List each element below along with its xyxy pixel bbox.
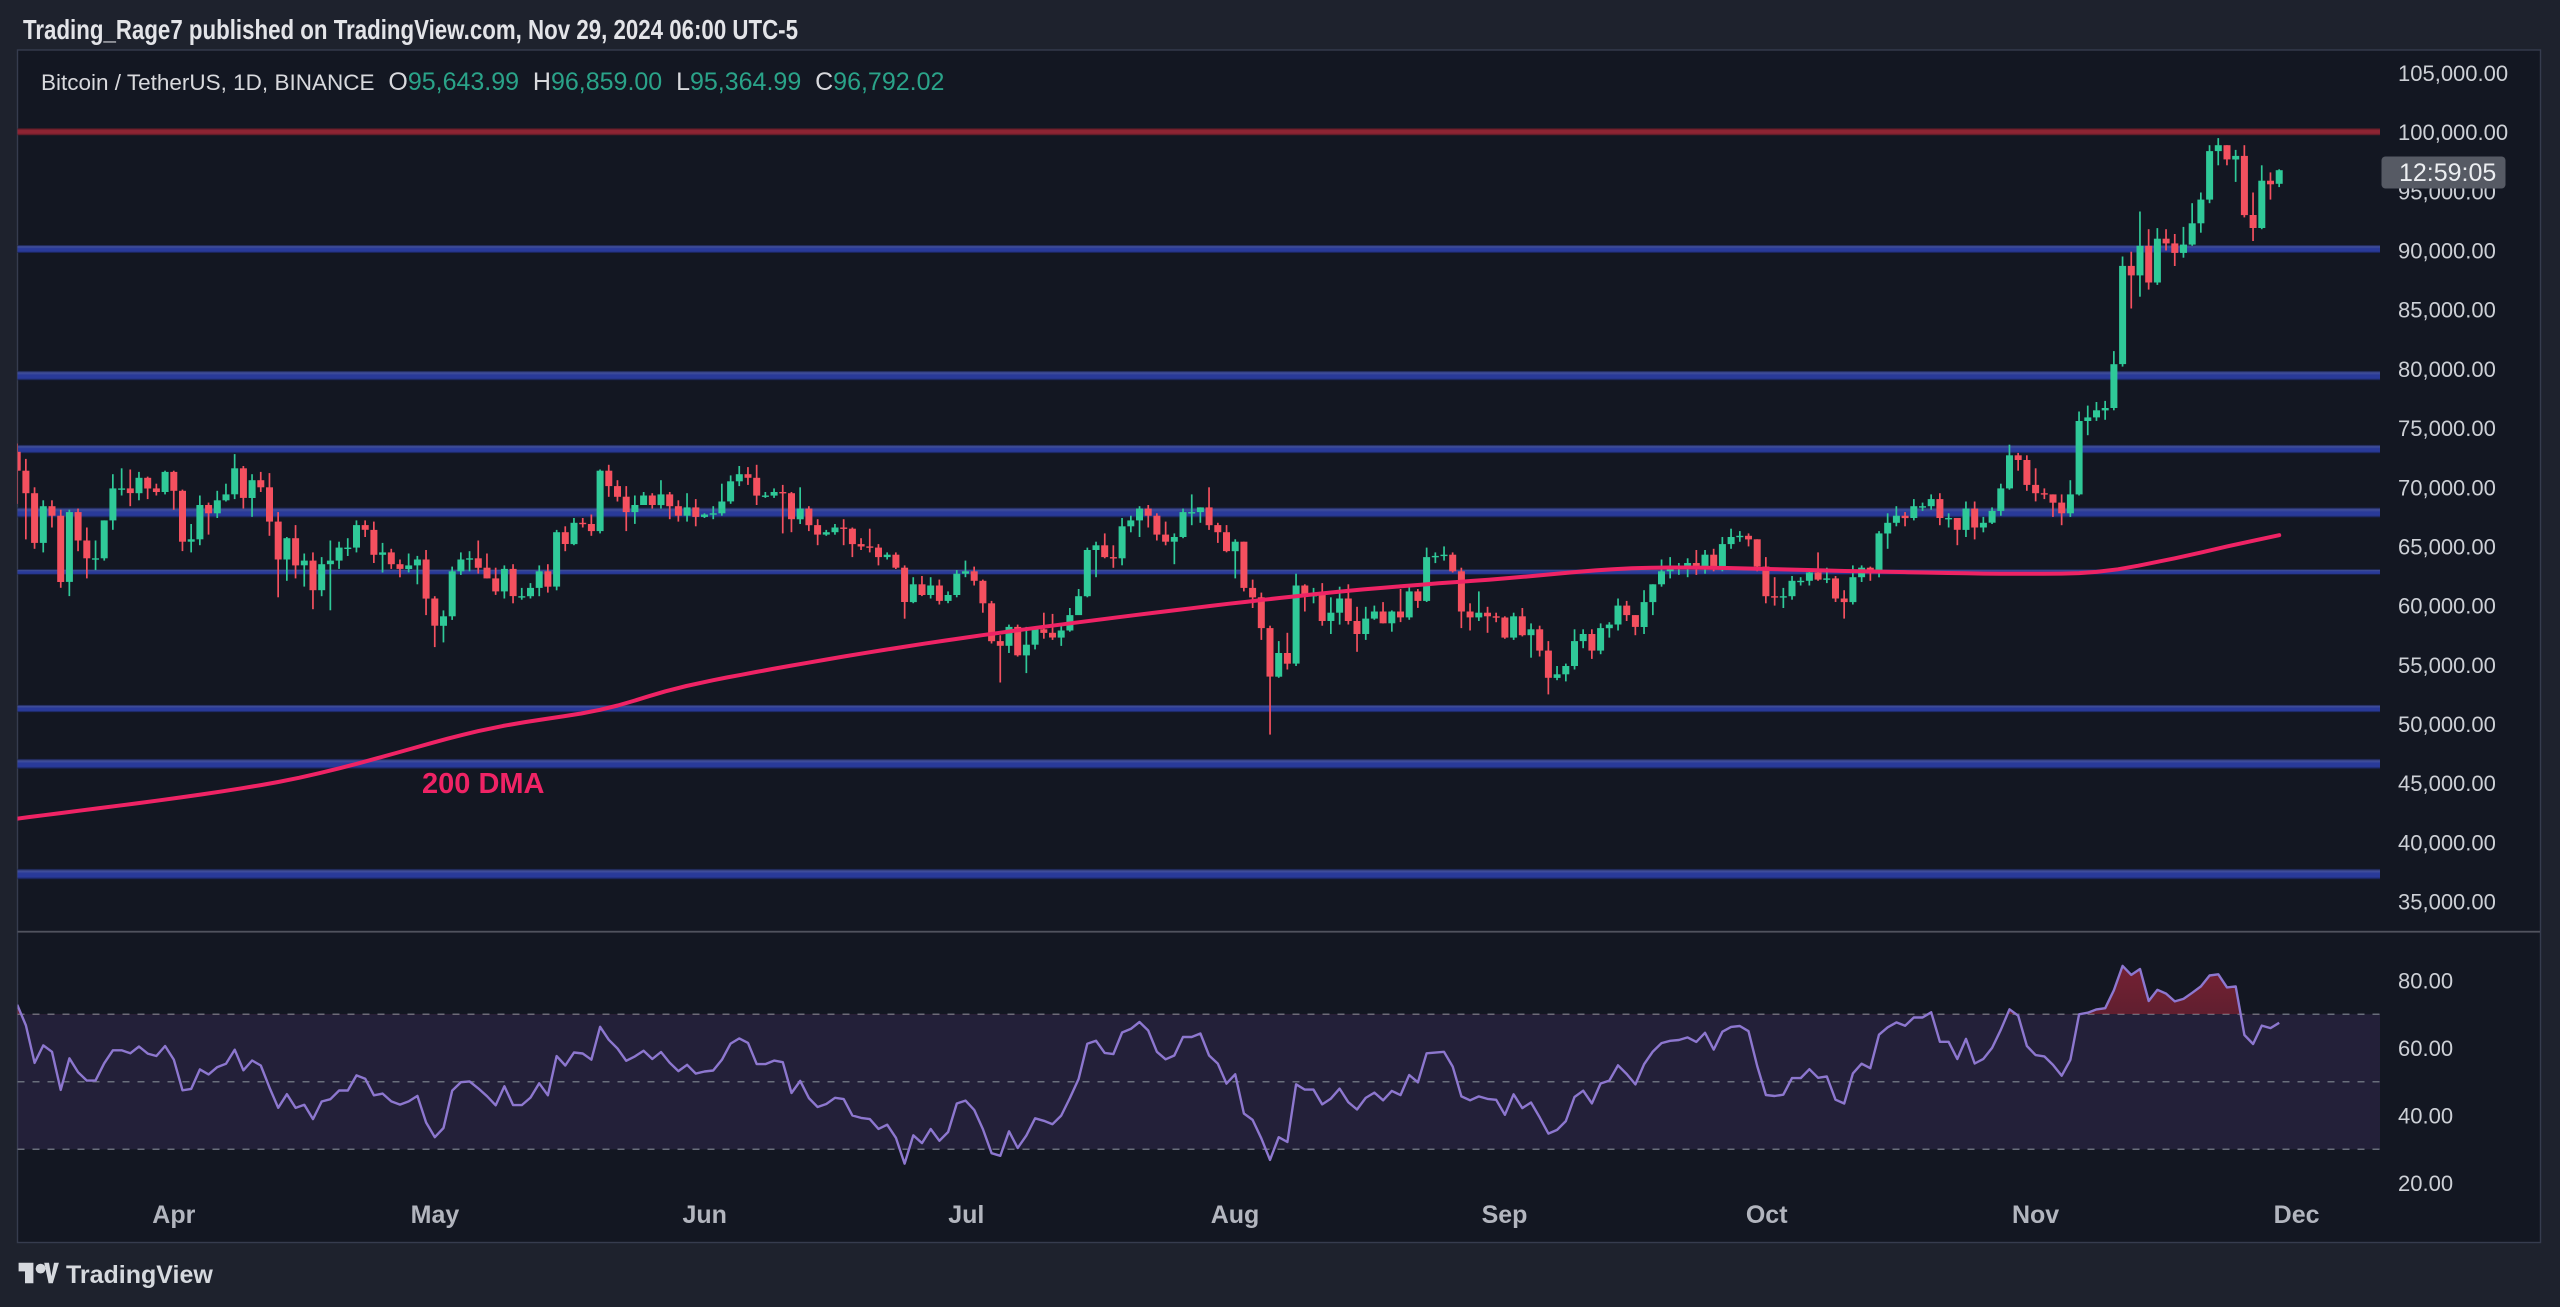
svg-text:55,000.00: 55,000.00 <box>2398 653 2496 678</box>
svg-text:12:59:05: 12:59:05 <box>2399 159 2496 187</box>
svg-text:Oct: Oct <box>1746 1201 1788 1229</box>
svg-text:Jun: Jun <box>682 1201 726 1229</box>
svg-text:Trading_Rage7 published on Tra: Trading_Rage7 published on TradingView.c… <box>23 14 798 45</box>
svg-text:60,000.00: 60,000.00 <box>2398 594 2496 619</box>
svg-text:Nov: Nov <box>2012 1201 2059 1229</box>
svg-text:200 DMA: 200 DMA <box>422 768 545 800</box>
svg-text:Apr: Apr <box>152 1201 195 1229</box>
svg-text:70,000.00: 70,000.00 <box>2398 475 2496 500</box>
svg-text:Sep: Sep <box>1482 1201 1528 1229</box>
svg-text:20.00: 20.00 <box>2398 1171 2453 1196</box>
svg-text:May: May <box>411 1201 460 1229</box>
svg-text:35,000.00: 35,000.00 <box>2398 890 2496 915</box>
svg-text:60.00: 60.00 <box>2398 1036 2453 1061</box>
svg-text:TradingView: TradingView <box>66 1261 213 1289</box>
svg-text:Aug: Aug <box>1211 1201 1260 1229</box>
svg-text:75,000.00: 75,000.00 <box>2398 416 2496 441</box>
svg-text:Dec: Dec <box>2274 1201 2320 1229</box>
svg-text:50,000.00: 50,000.00 <box>2398 712 2496 737</box>
svg-text:Bitcoin / TetherUS, 1D, BINANC: Bitcoin / TetherUS, 1D, BINANCE O95,643.… <box>41 68 944 96</box>
svg-text:85,000.00: 85,000.00 <box>2398 298 2496 323</box>
svg-text:80.00: 80.00 <box>2398 969 2453 994</box>
svg-text:40,000.00: 40,000.00 <box>2398 830 2496 855</box>
svg-text:40.00: 40.00 <box>2398 1104 2453 1129</box>
svg-text:105,000.00: 105,000.00 <box>2398 61 2508 86</box>
svg-text:80,000.00: 80,000.00 <box>2398 357 2496 382</box>
svg-text:100,000.00: 100,000.00 <box>2398 120 2508 145</box>
svg-text:65,000.00: 65,000.00 <box>2398 534 2496 559</box>
svg-text:Jul: Jul <box>948 1201 984 1229</box>
svg-text:45,000.00: 45,000.00 <box>2398 771 2496 796</box>
svg-text:90,000.00: 90,000.00 <box>2398 239 2496 264</box>
